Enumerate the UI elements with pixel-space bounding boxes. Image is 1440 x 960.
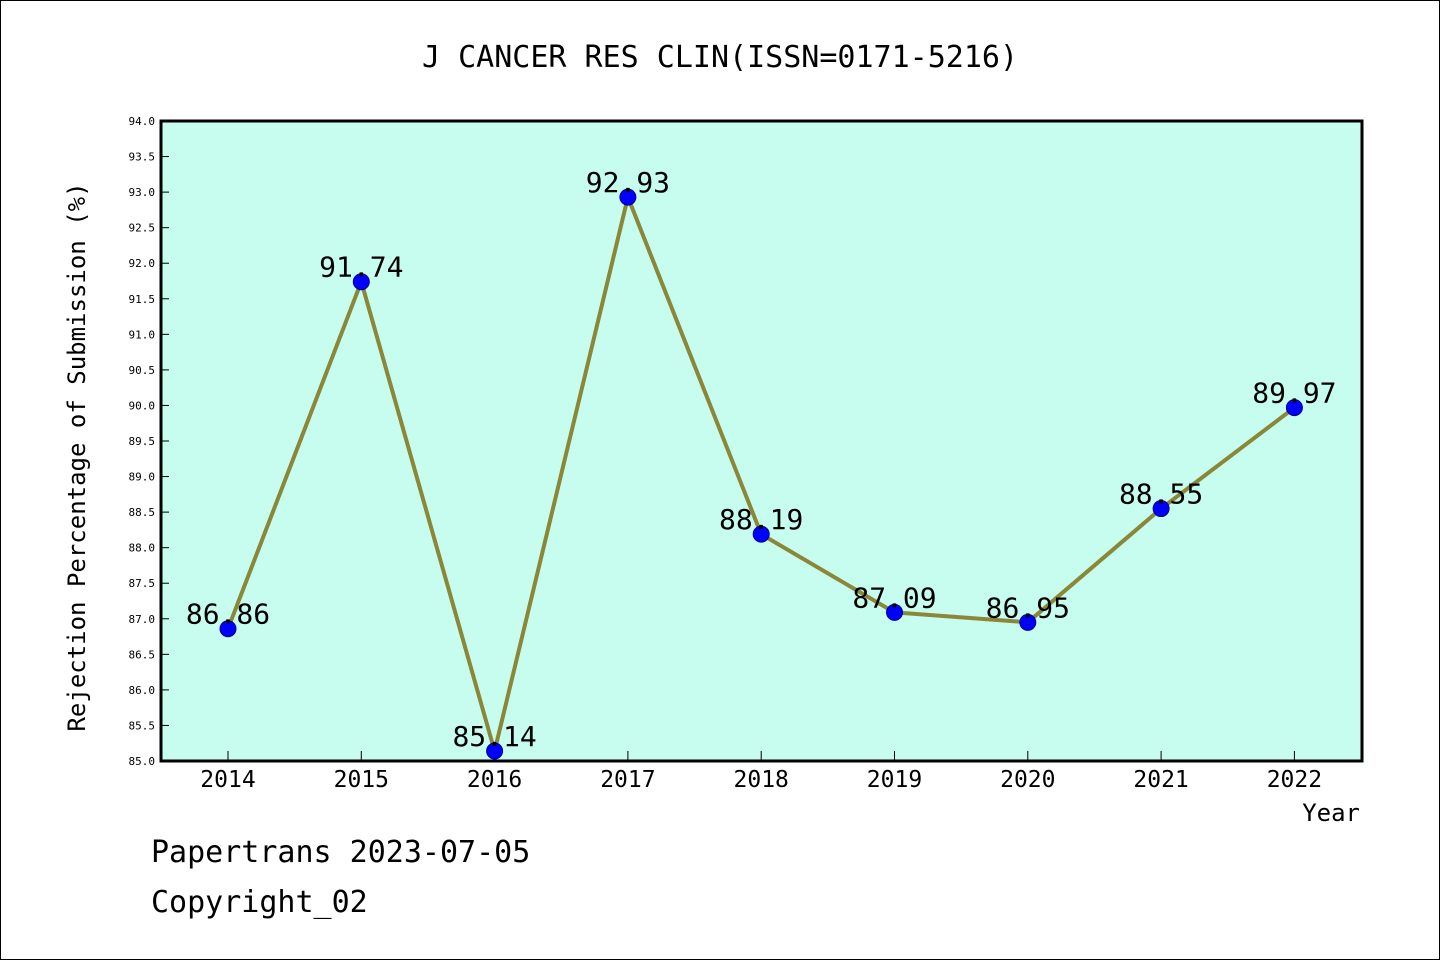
x-tick-label: 2015 xyxy=(334,767,389,793)
footer-date: Papertrans 2023-07-05 xyxy=(151,835,531,870)
y-tick-label: 92.5 xyxy=(129,222,156,235)
y-tick-label: 89.5 xyxy=(129,435,156,448)
series-markers xyxy=(219,188,1303,760)
data-point xyxy=(619,188,637,206)
data-label: 86.86 xyxy=(186,598,270,631)
x-tick-label: 2022 xyxy=(1267,767,1322,793)
data-labels: 86.86 91.74 85.14 92.93 88.19 87.09 86.95 88.55… xyxy=(186,166,1337,753)
x-axis-label: Year xyxy=(1302,799,1360,827)
data-label: 88.19 xyxy=(719,503,803,536)
y-tick-label: 87.0 xyxy=(129,613,156,626)
data-point xyxy=(486,742,504,760)
y-tick-label: 88.0 xyxy=(129,542,156,555)
y-tick-label: 86.5 xyxy=(129,648,156,661)
y-tick-label: 88.5 xyxy=(129,506,156,519)
chart-title: J CANCER RES CLIN(ISSN=0171-5216) xyxy=(422,40,1018,75)
data-label: 88.55 xyxy=(1119,478,1203,511)
data-label: 92.93 xyxy=(586,166,670,199)
data-label: 85.14 xyxy=(452,720,536,753)
y-tick-label: 85.0 xyxy=(129,755,156,768)
data-label: 89.97 xyxy=(1252,377,1336,410)
x-tick-label: 2014 xyxy=(200,767,255,793)
data-point xyxy=(886,603,903,621)
y-tick-label: 90.5 xyxy=(129,364,156,377)
x-tick-label: 2019 xyxy=(867,767,922,793)
data-point xyxy=(1152,500,1170,518)
y-tick-label: 90.0 xyxy=(129,399,156,412)
data-point xyxy=(1019,613,1037,631)
y-axis-label: Rejection Percentage of Submission (%) xyxy=(63,182,91,731)
y-tick-label: 86.0 xyxy=(129,684,156,697)
x-axis-ticks: 2014 2015 2016 2017 2018 2019 2020 2021 2022 xyxy=(200,751,1322,793)
y-tick-label: 85.5 xyxy=(129,719,156,732)
data-point xyxy=(352,273,370,291)
x-tick-label: 2017 xyxy=(600,767,655,793)
footer-copyright: Copyright_02 xyxy=(151,885,368,920)
data-label: 86.95 xyxy=(986,591,1070,624)
y-tick-label: 93.5 xyxy=(129,151,156,164)
x-tick-label: 2016 xyxy=(467,767,522,793)
y-tick-label: 91.5 xyxy=(129,293,156,306)
plot-area xyxy=(159,119,1364,763)
data-point xyxy=(752,525,770,543)
data-point xyxy=(219,620,237,638)
x-tick-label: 2021 xyxy=(1133,767,1188,793)
y-tick-label: 93.0 xyxy=(129,186,156,199)
y-tick-label: 87.5 xyxy=(129,577,156,590)
data-label: 87.09 xyxy=(852,581,936,614)
data-point xyxy=(1285,399,1303,417)
x-tick-label: 2018 xyxy=(734,767,789,793)
y-tick-label: 92.0 xyxy=(129,257,156,270)
y-tick-label: 91.0 xyxy=(129,328,156,341)
y-tick-label: 89.0 xyxy=(129,471,156,484)
data-label: 91.74 xyxy=(319,251,403,284)
y-axis-ticks: 85.0 85.5 86.0 86.5 87.0 87.5 88.0 88.5 89.0 89.5… xyxy=(129,115,169,768)
x-tick-label: 2020 xyxy=(1000,767,1055,793)
y-tick-label: 94.0 xyxy=(129,115,156,128)
